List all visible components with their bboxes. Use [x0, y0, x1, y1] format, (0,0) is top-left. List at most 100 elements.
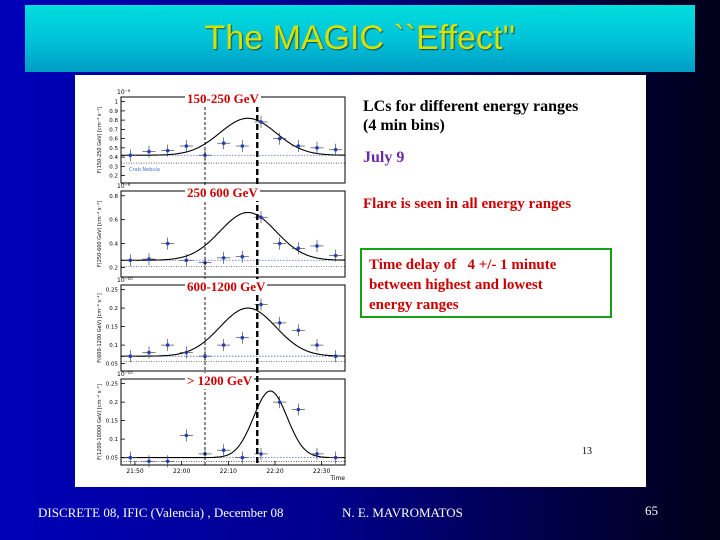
data-point-1-8	[277, 136, 282, 141]
panel-frame-2	[120, 190, 346, 278]
figure-panel: 10⁻⁹ F(150-250 GeV) [cm⁻² s⁻¹] 1 0.9 0.8 0.7 0…	[75, 75, 646, 487]
time-tick-label-1: 22:00	[173, 468, 190, 475]
y-tick-label-3-2: 0.15	[106, 325, 119, 331]
y-tick-label-1-7: 0.3	[109, 164, 118, 170]
time-axis-label: Time	[329, 475, 345, 482]
range-label-3: 600-1200 GeV	[185, 279, 268, 295]
data-point-1-9	[296, 144, 301, 148]
data-point-2-7	[259, 215, 263, 220]
data-point-3-0	[128, 354, 133, 359]
time-tick-label-0: 21:50	[126, 468, 143, 475]
y-tick-label-2-0: 0.8	[109, 194, 118, 200]
y-tick-label-4-4: 0.05	[106, 456, 119, 462]
fit-curve-4	[121, 390, 345, 459]
data-point-1-11	[333, 147, 338, 152]
data-point-2-1	[147, 257, 151, 261]
range-label-4: > 1200 GeV	[185, 373, 255, 389]
data-point-1-10	[315, 146, 319, 150]
y-tick-label-1-6: 0.4	[109, 155, 118, 161]
y-tick-label-1-4: 0.6	[109, 137, 118, 143]
y-tick-label-1-8: 0.2	[109, 174, 118, 180]
data-point-4-2	[165, 459, 170, 464]
data-point-3-2	[165, 343, 170, 347]
y-axis-label-2: F(250-600 GeV) [cm⁻² s⁻¹]	[97, 201, 103, 267]
data-point-1-1	[147, 149, 151, 154]
y-tick-label-3-0: 0.25	[106, 288, 119, 294]
data-point-3-9	[296, 328, 301, 333]
slide-number: 65	[645, 503, 658, 518]
time-tick-label-4: 22:30	[313, 468, 330, 475]
heading-line-1: LCs for different energy ranges	[363, 98, 579, 115]
range-label-1: 150-250 GeV	[185, 91, 261, 107]
data-point-3-7	[259, 302, 263, 307]
y-tick-label-2-1: 0.6	[109, 218, 118, 224]
data-point-4-11	[333, 455, 338, 460]
delay-line-3: energy ranges	[369, 297, 459, 313]
figure-page-number: 13	[582, 446, 592, 457]
data-point-2-3	[184, 258, 189, 263]
data-point-1-4	[203, 153, 207, 158]
data-point-1-3	[184, 144, 189, 148]
y-tick-label-1-3: 0.7	[109, 127, 118, 133]
exponent-label-4: 10⁻¹⁰	[117, 371, 133, 378]
y-tick-label-4-1: 0.2	[109, 400, 118, 406]
data-point-2-2	[165, 241, 170, 246]
y-tick-label-3-4: 0.05	[106, 362, 119, 368]
y-tick-label-2-3: 0.2	[109, 265, 118, 271]
delay-line-1: Time delay of 4 +/- 1 minute	[369, 257, 557, 273]
y-axis-label-1: F(150-250 GeV) [cm⁻² s⁻¹]	[97, 107, 103, 173]
data-point-3-3	[184, 350, 189, 355]
data-point-3-5	[221, 343, 226, 347]
data-point-1-0	[128, 153, 133, 158]
y-tick-label-4-3: 0.1	[109, 437, 118, 443]
data-point-3-8	[277, 321, 282, 325]
data-point-2-6	[240, 254, 245, 259]
data-point-3-1	[147, 350, 151, 355]
fit-curve-3	[121, 307, 345, 357]
data-point-2-10	[315, 244, 319, 248]
y-tick-label-1-2: 0.8	[109, 118, 118, 124]
fit-curve-1	[121, 117, 345, 156]
exponent-label-3: 10⁻¹⁰	[117, 277, 133, 284]
data-point-4-1	[147, 459, 151, 464]
data-point-4-6	[240, 455, 245, 460]
fit-curve-2	[121, 211, 346, 261]
y-axis-label-4: F(1200-10000 GeV) [cm⁻² s⁻¹]	[97, 384, 103, 460]
y-tick-label-1-1: 0.9	[109, 109, 118, 115]
light-curves-plot: 10⁻⁹ F(150-250 GeV) [cm⁻² s⁻¹] 1 0.9 0.8 0.7 0…	[97, 89, 346, 482]
y-tick-label-1-5: 0.5	[109, 146, 118, 152]
footer-center: N. E. MAVROMATOS	[342, 505, 463, 520]
panel-frame-3	[120, 284, 346, 372]
y-tick-label-3-3: 0.1	[109, 343, 118, 349]
data-point-1-2	[165, 148, 170, 153]
data-point-3-4	[203, 354, 207, 359]
time-tick-label-3: 22:20	[266, 468, 283, 475]
data-point-4-8	[277, 400, 282, 404]
data-point-1-5	[221, 141, 226, 146]
data-point-4-7	[259, 452, 263, 456]
data-point-3-6	[240, 335, 245, 340]
data-point-4-10	[315, 452, 319, 456]
exponent-label-2: 10⁻⁹	[117, 183, 131, 190]
title-bar: The MAGIC ``Effect''	[25, 5, 695, 72]
exponent-label-1: 10⁻⁹	[117, 89, 131, 96]
data-point-4-3	[184, 433, 189, 438]
footer-left: DISCRETE 08, IFIC (Valencia) , December …	[38, 505, 284, 520]
data-point-2-8	[277, 241, 282, 246]
data-point-1-7	[259, 120, 263, 124]
date-label: July 9	[363, 149, 405, 166]
y-tick-label-1-0: 1	[115, 100, 119, 106]
heading-line-2: (4 min bins)	[363, 117, 445, 134]
y-tick-label-2-2: 0.4	[109, 242, 118, 248]
data-point-2-9	[296, 246, 301, 251]
time-delay-box: Time delay of 4 +/- 1 minute between hig…	[360, 248, 612, 318]
range-label-2: 250 600 GeV	[185, 185, 260, 201]
data-point-3-10	[315, 343, 319, 347]
time-tick-label-2: 22:10	[220, 468, 237, 475]
slide-title: The MAGIC ``Effect''	[204, 19, 516, 57]
delay-line-2: between highest and lowest	[369, 277, 543, 293]
data-point-4-9	[296, 407, 301, 412]
data-point-4-0	[128, 455, 133, 460]
y-tick-label-4-0: 0.25	[106, 382, 119, 388]
y-tick-label-4-2: 0.15	[106, 419, 119, 425]
